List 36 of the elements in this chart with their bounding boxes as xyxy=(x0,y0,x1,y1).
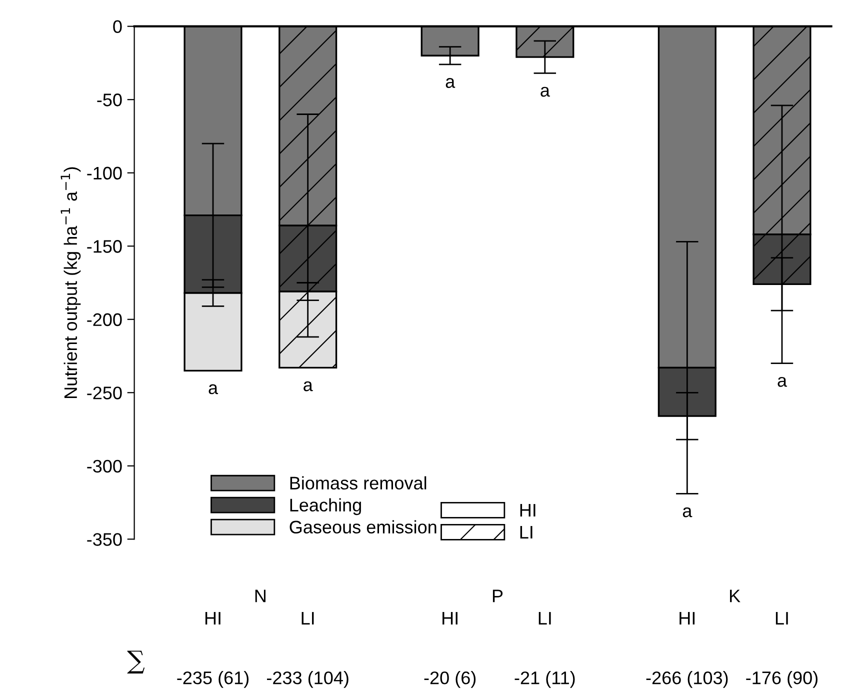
y-axis-title: Nutrient output (kg ha$^{−1}$ a$^{−1}$) xyxy=(60,167,81,398)
text: -235 (61) xyxy=(177,671,249,688)
x-tick-label: HI xyxy=(205,612,220,624)
y-tick-label: -250 xyxy=(87,386,122,400)
category-label: LI xyxy=(520,526,532,538)
y-tick-label: 0 xyxy=(113,20,122,34)
text: ∑ xyxy=(127,650,145,674)
annotation: a xyxy=(208,384,218,394)
text: -233 (104) xyxy=(266,671,348,688)
annotation: a xyxy=(446,78,456,88)
annotation: a xyxy=(778,376,788,387)
x-tick-label: LI xyxy=(538,612,551,624)
y-tick-label: -100 xyxy=(87,166,122,180)
text: -176 (90) xyxy=(746,671,818,688)
text: N xyxy=(255,590,266,602)
y-tick-label: -300 xyxy=(87,460,122,473)
text: -20 (6) xyxy=(424,671,476,688)
text: -21 (11) xyxy=(514,671,575,688)
text: -266 (103) xyxy=(646,671,728,688)
x-tick-label: HI xyxy=(442,612,458,624)
y-tick-label: -200 xyxy=(87,313,122,326)
annotation: a xyxy=(682,507,692,518)
legend-label: Biomass removal xyxy=(290,476,426,490)
x-tick-label: LI xyxy=(776,612,788,624)
x-tick-label: LI xyxy=(302,612,314,624)
category-label: HI xyxy=(520,504,536,516)
text: K xyxy=(730,590,740,602)
annotation: a xyxy=(304,381,313,392)
y-tick-label: -350 xyxy=(87,533,122,546)
annotation: a xyxy=(540,86,550,97)
y-tick-label: -50 xyxy=(97,94,122,106)
x-tick-label: HI xyxy=(680,612,695,624)
legend-label: Gaseous emission xyxy=(290,520,436,534)
legend-label: Leaching xyxy=(290,498,361,516)
y-tick-label: -150 xyxy=(87,240,122,253)
text: P xyxy=(492,590,503,602)
